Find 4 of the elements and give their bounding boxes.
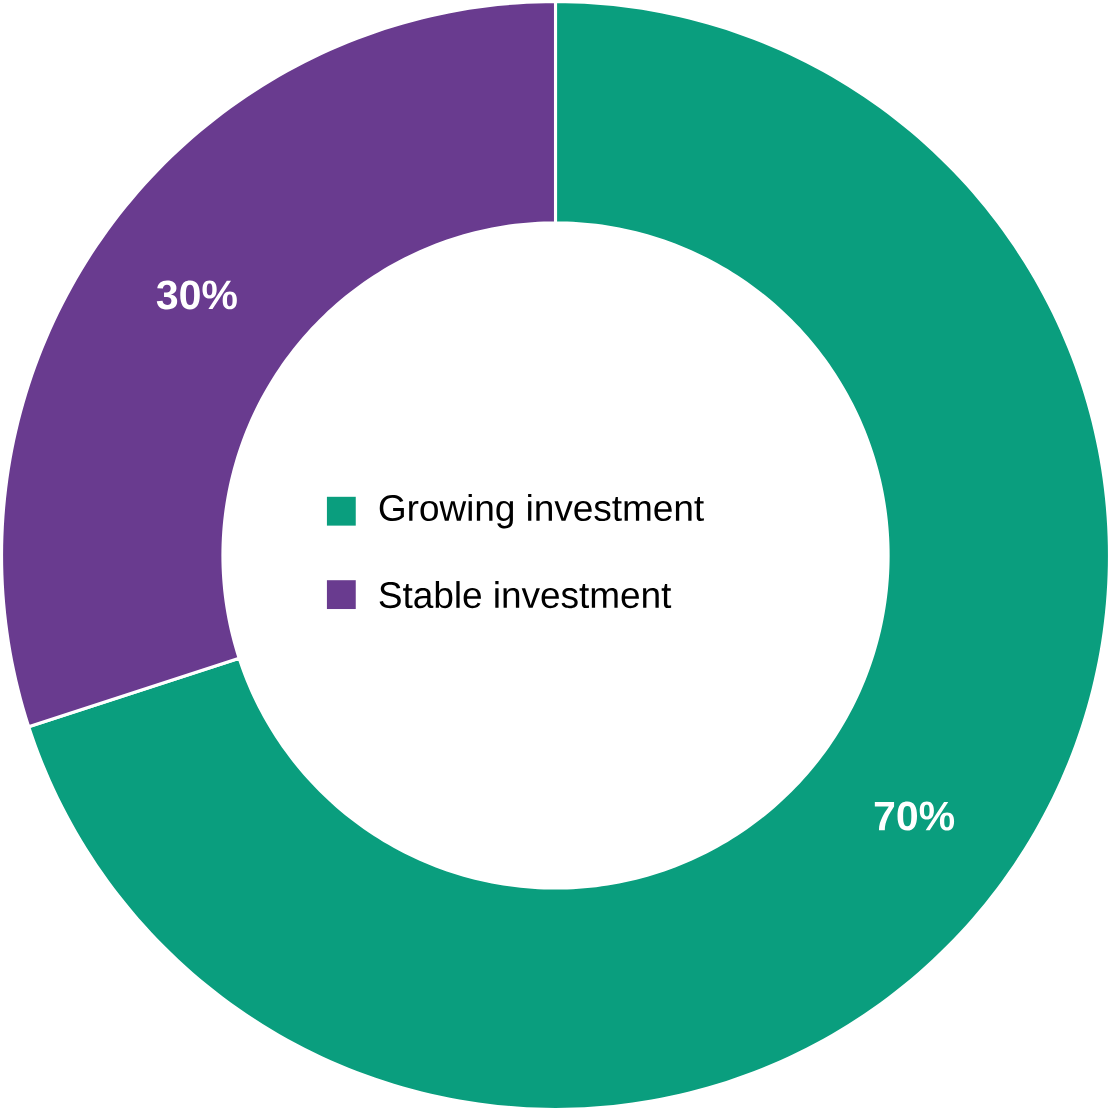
legend-label: Growing investment — [379, 493, 704, 529]
data-label: 30% — [156, 280, 237, 310]
data-label: 70% — [874, 801, 955, 831]
legend-label: Stable investment — [379, 580, 672, 608]
